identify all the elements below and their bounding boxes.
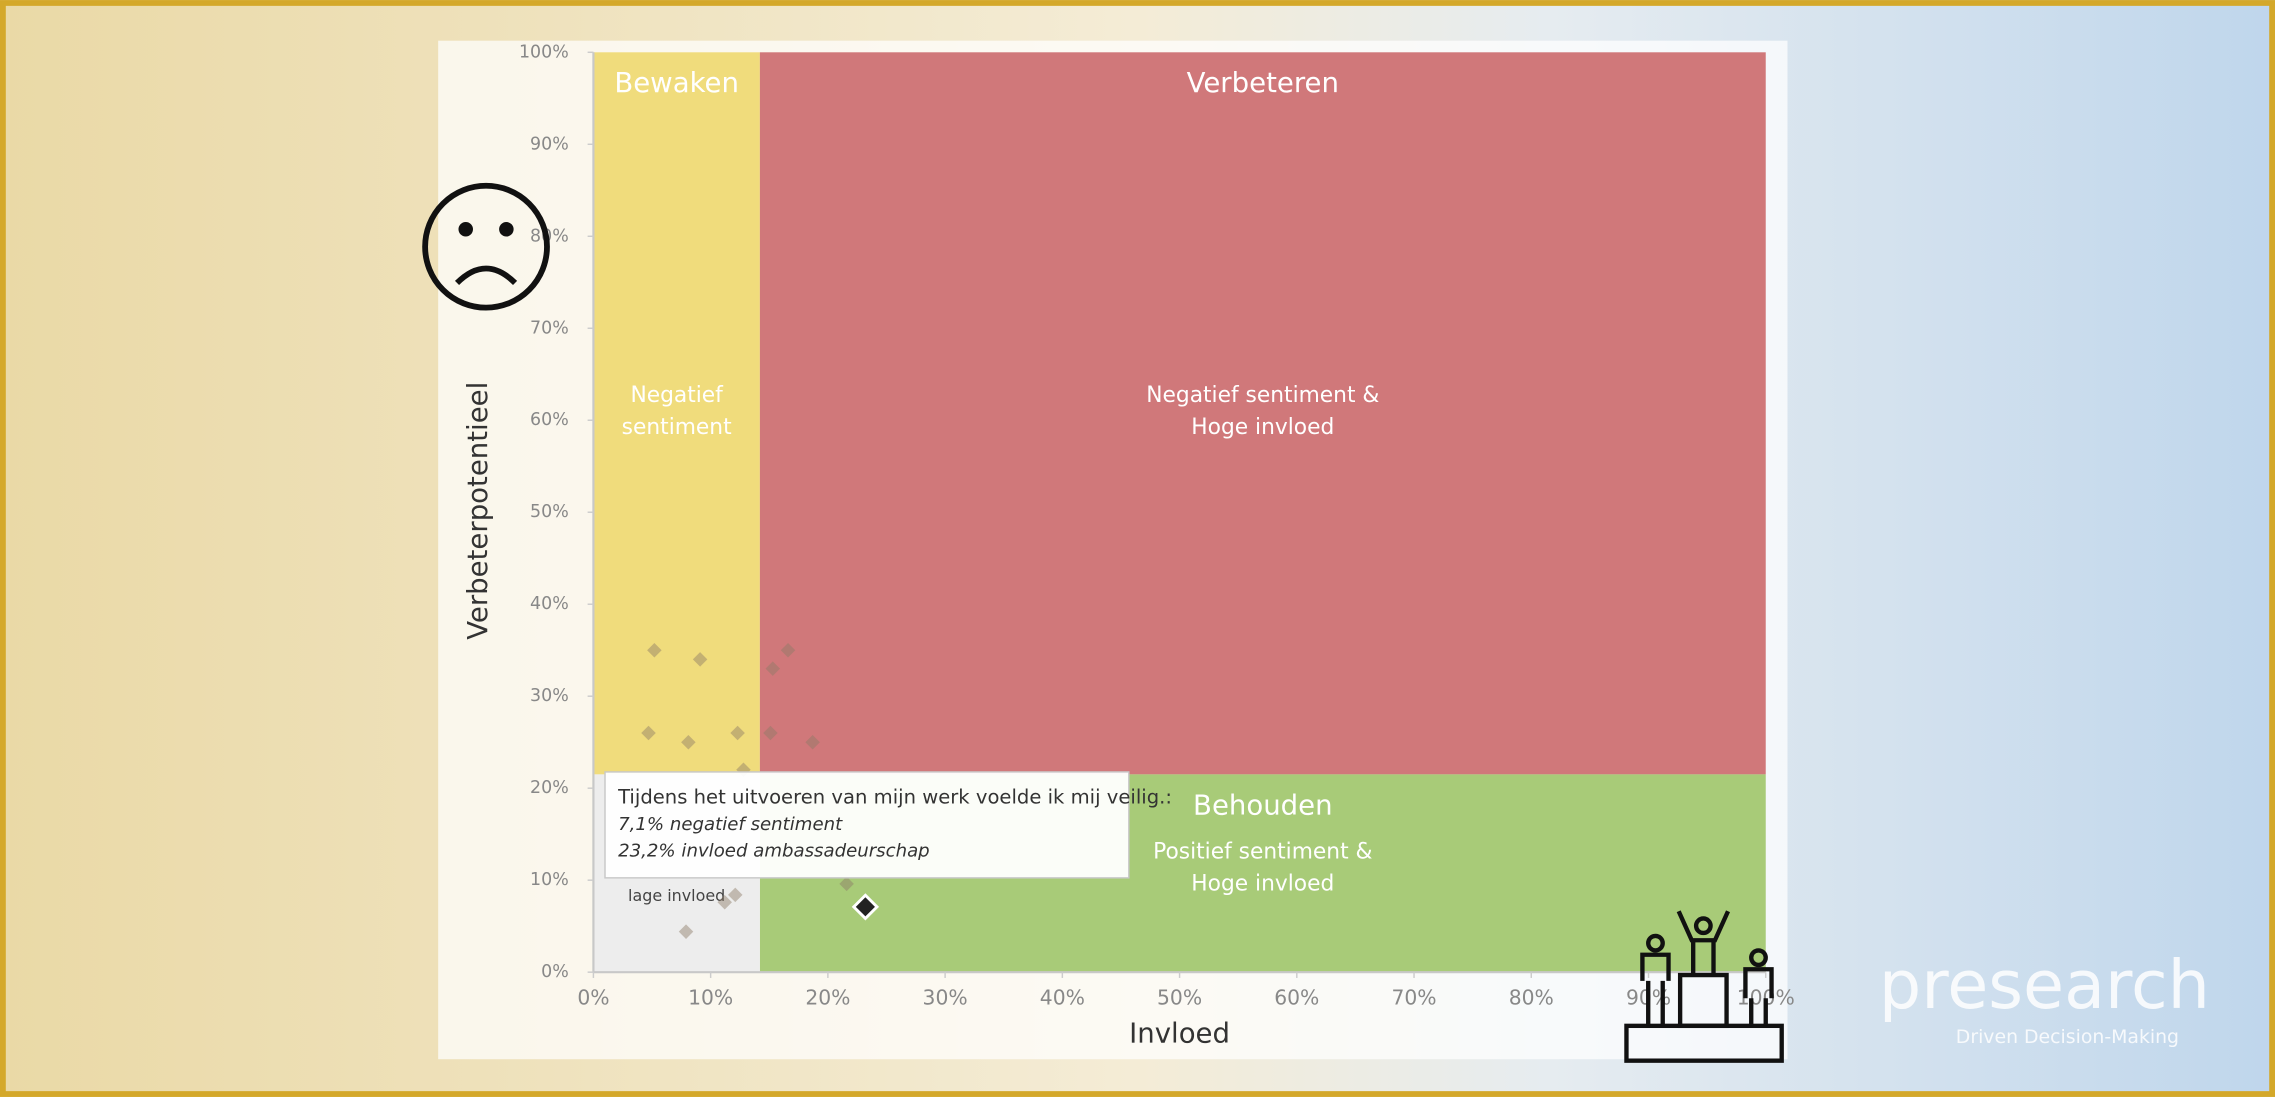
x-tick-label: 50% (1157, 985, 1202, 1009)
y-tick-label: 20% (530, 778, 569, 798)
y-tick-label: 50% (530, 502, 569, 522)
y-tick-label: 30% (530, 686, 569, 706)
quadrant-title: Bewaken (614, 67, 739, 99)
tooltip-line: Tijdens het uitvoeren van mijn werk voel… (617, 786, 1172, 809)
logo-tagline: Driven Decision-Making (1956, 1026, 2179, 1048)
x-tick-label: 30% (923, 985, 968, 1009)
quadrant (760, 52, 1766, 774)
quadrant (593, 52, 759, 774)
tooltip-line: 23,2% invloed ambassadeurschap (618, 841, 930, 862)
y-tick-label: 70% (530, 318, 569, 338)
x-tick-label: 20% (805, 985, 850, 1009)
quadrant-subtitle: lage invloed (628, 886, 725, 905)
x-tick-label: 80% (1509, 985, 1554, 1009)
y-tick-label: 100% (519, 42, 569, 62)
quadrant-subtitle: Hoge invloed (1191, 415, 1334, 440)
quadrant-subtitle: Hoge invloed (1191, 872, 1334, 897)
x-tick-label: 10% (688, 985, 733, 1009)
y-axis-title: Verbeterpotentieel (462, 382, 494, 640)
x-axis-title: Invloed (1129, 1018, 1230, 1050)
x-tick-label: 70% (1391, 985, 1436, 1009)
logo-name: presearch (1879, 946, 2210, 1024)
x-tick-label: 0% (577, 985, 609, 1009)
chart: Bewaken Negatief sentiment Verbeteren Negati… (0, 0, 2275, 1097)
quadrant-subtitle: sentiment (622, 415, 732, 440)
quadrant-subtitle: Positief sentiment & (1153, 840, 1372, 865)
x-tick-label: 40% (1040, 985, 1085, 1009)
y-tick-label: 60% (530, 410, 569, 430)
quadrant-subtitle: Negatief sentiment & (1146, 383, 1379, 408)
y-tick-label: 40% (530, 594, 569, 614)
quadrant-title: Behouden (1193, 789, 1333, 821)
y-tick-label: 90% (530, 134, 569, 154)
quadrant-title: Verbeteren (1187, 67, 1339, 99)
y-tick-label: 10% (530, 870, 569, 890)
y-tick-label: 0% (541, 962, 569, 982)
x-tick-label: 60% (1274, 985, 1319, 1009)
plot: Bewaken Negatief sentiment Verbeteren Negati… (462, 42, 1795, 1049)
quadrant-subtitle: Negatief (630, 383, 724, 408)
tooltip-line: 7,1% negatief sentiment (618, 814, 843, 835)
